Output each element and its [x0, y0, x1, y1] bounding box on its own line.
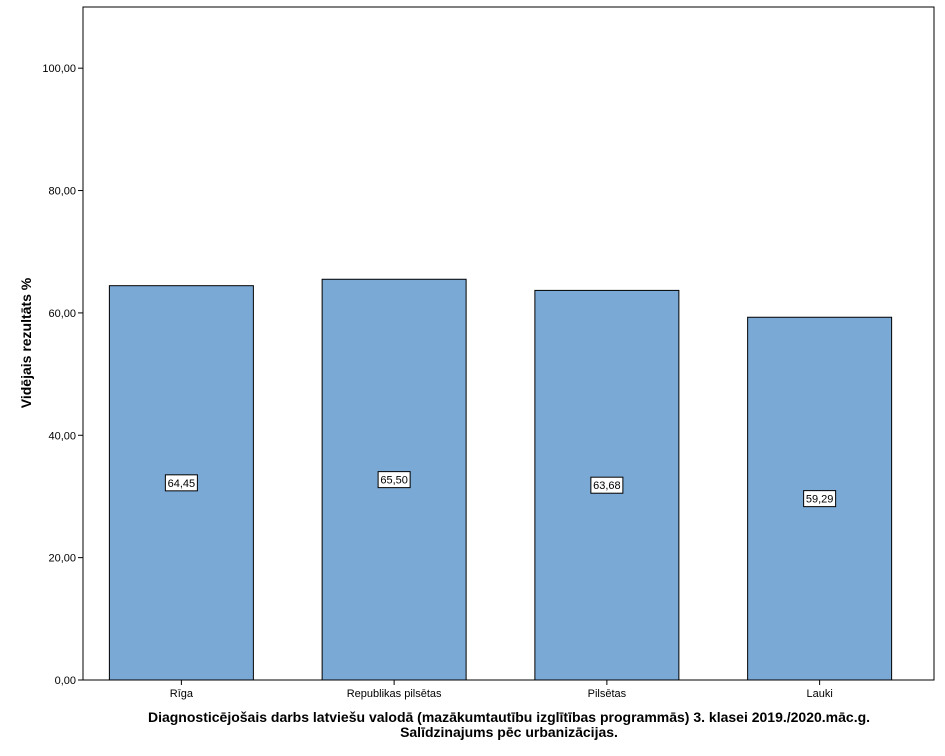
bars-group: 64,45 65,50 63,68 59,29 [108, 278, 893, 681]
x-axis-title-line1: Diagnosticējošais darbs latviešu valodā … [148, 709, 870, 725]
x-tick-label: Pilsētas [588, 688, 627, 700]
x-tick-label: Rīga [170, 688, 194, 700]
y-axis-ticks: 0,00 20,00 40,00 60,00 80,00 100,00 [42, 63, 83, 687]
y-tick-label: 60,00 [48, 308, 76, 320]
data-label: 65,50 [380, 475, 408, 487]
data-label-box [377, 471, 411, 489]
data-label-box [590, 476, 624, 494]
data-label-box [803, 490, 837, 508]
y-tick-label: 100,00 [42, 63, 76, 75]
x-axis-ticks: Rīga Republikas pilsētas Pilsētas Lauki [170, 680, 833, 700]
y-tick-label: 20,00 [48, 553, 76, 565]
y-tick-label: 40,00 [48, 430, 76, 442]
data-label: 59,29 [806, 494, 834, 506]
x-tick-label: Republikas pilsētas [347, 688, 442, 700]
x-tick-label: Lauki [806, 688, 832, 700]
y-tick-label: 80,00 [48, 186, 76, 198]
data-label: 64,45 [168, 478, 196, 490]
x-axis-title-line2: Salīdzinajums pēc urbanizācijas. [400, 724, 618, 740]
y-axis-title: Vidējais rezultāts % [18, 277, 34, 408]
data-label: 63,68 [593, 480, 621, 492]
y-tick-label: 0,00 [55, 675, 76, 687]
data-label-box [164, 474, 198, 492]
